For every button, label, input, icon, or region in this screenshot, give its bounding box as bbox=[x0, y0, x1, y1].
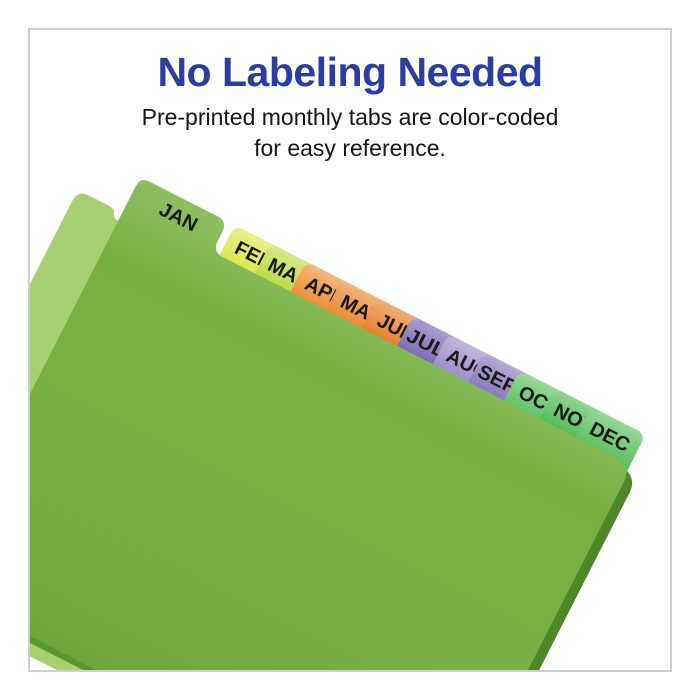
month-tab-shape bbox=[561, 409, 643, 494]
subtitle-line-2: for easy reference. bbox=[254, 135, 446, 161]
month-tab-highlight bbox=[277, 264, 359, 349]
month-tab: FEB bbox=[206, 228, 287, 313]
month-tab-label: APR bbox=[301, 273, 349, 312]
month-tab-label: OCT bbox=[515, 382, 563, 421]
stack-edge-shading bbox=[30, 222, 633, 670]
month-tab-label: NOV bbox=[550, 400, 599, 440]
month-tab: JULY bbox=[384, 318, 465, 404]
month-tab: SEPT bbox=[455, 355, 536, 440]
month-tab-highlight bbox=[206, 228, 287, 313]
month-tab-shape bbox=[526, 391, 608, 476]
info-card: No Labeling Needed Pre-printed monthly t… bbox=[28, 28, 672, 672]
month-tab-shape bbox=[241, 246, 323, 331]
front-divider-sheet bbox=[30, 180, 627, 670]
month-tab-label: MAR bbox=[264, 254, 314, 294]
month-tab: NOV bbox=[526, 391, 608, 476]
month-tab-shape bbox=[455, 355, 536, 440]
month-tab-highlight bbox=[561, 409, 643, 494]
month-tab-label: MAY bbox=[337, 291, 385, 330]
subtitle: Pre-printed monthly tabs are color-coded… bbox=[50, 102, 650, 164]
month-tab: DEC bbox=[561, 409, 643, 494]
month-tab-highlight bbox=[419, 336, 501, 422]
month-tab-highlight bbox=[241, 246, 323, 331]
month-tab-shape bbox=[348, 300, 430, 385]
month-tab-highlight bbox=[490, 373, 572, 458]
month-tab-highlight bbox=[526, 391, 608, 476]
month-tab-label: SEPT bbox=[474, 361, 532, 405]
month-tab: JUN bbox=[348, 300, 430, 385]
front-sheet-shading bbox=[30, 180, 627, 670]
month-tab-shape bbox=[419, 336, 501, 422]
month-tab-shape bbox=[312, 282, 394, 367]
month-tab-shape bbox=[490, 373, 572, 458]
month-tab-shape bbox=[206, 228, 287, 313]
stack-edge bbox=[30, 222, 633, 670]
month-tab-label-jan: JAN bbox=[155, 199, 201, 237]
month-tab: MAY bbox=[312, 282, 394, 367]
month-tab-highlight bbox=[312, 282, 394, 367]
month-tab: MAR bbox=[241, 246, 323, 331]
month-tab-label: FEB bbox=[231, 237, 277, 275]
month-tab-highlight bbox=[455, 355, 536, 440]
month-tab-shape bbox=[277, 264, 359, 349]
month-tab-label: JULY bbox=[403, 325, 461, 369]
back-divider-sheet bbox=[30, 193, 577, 670]
month-tab-highlight bbox=[384, 318, 465, 404]
page-title: No Labeling Needed bbox=[157, 49, 543, 95]
month-tab-label: DEC bbox=[586, 418, 634, 457]
month-tab: AUG bbox=[419, 336, 501, 422]
month-tab-label: AUG bbox=[443, 345, 492, 385]
subtitle-line-1: Pre-printed monthly tabs are color-coded bbox=[141, 104, 559, 130]
month-tab: OCT bbox=[490, 373, 572, 458]
month-tab-label: JUN bbox=[373, 310, 419, 348]
month-tab: APR bbox=[277, 264, 359, 349]
month-tab-highlight bbox=[348, 300, 430, 385]
month-tab-shape bbox=[384, 318, 465, 404]
